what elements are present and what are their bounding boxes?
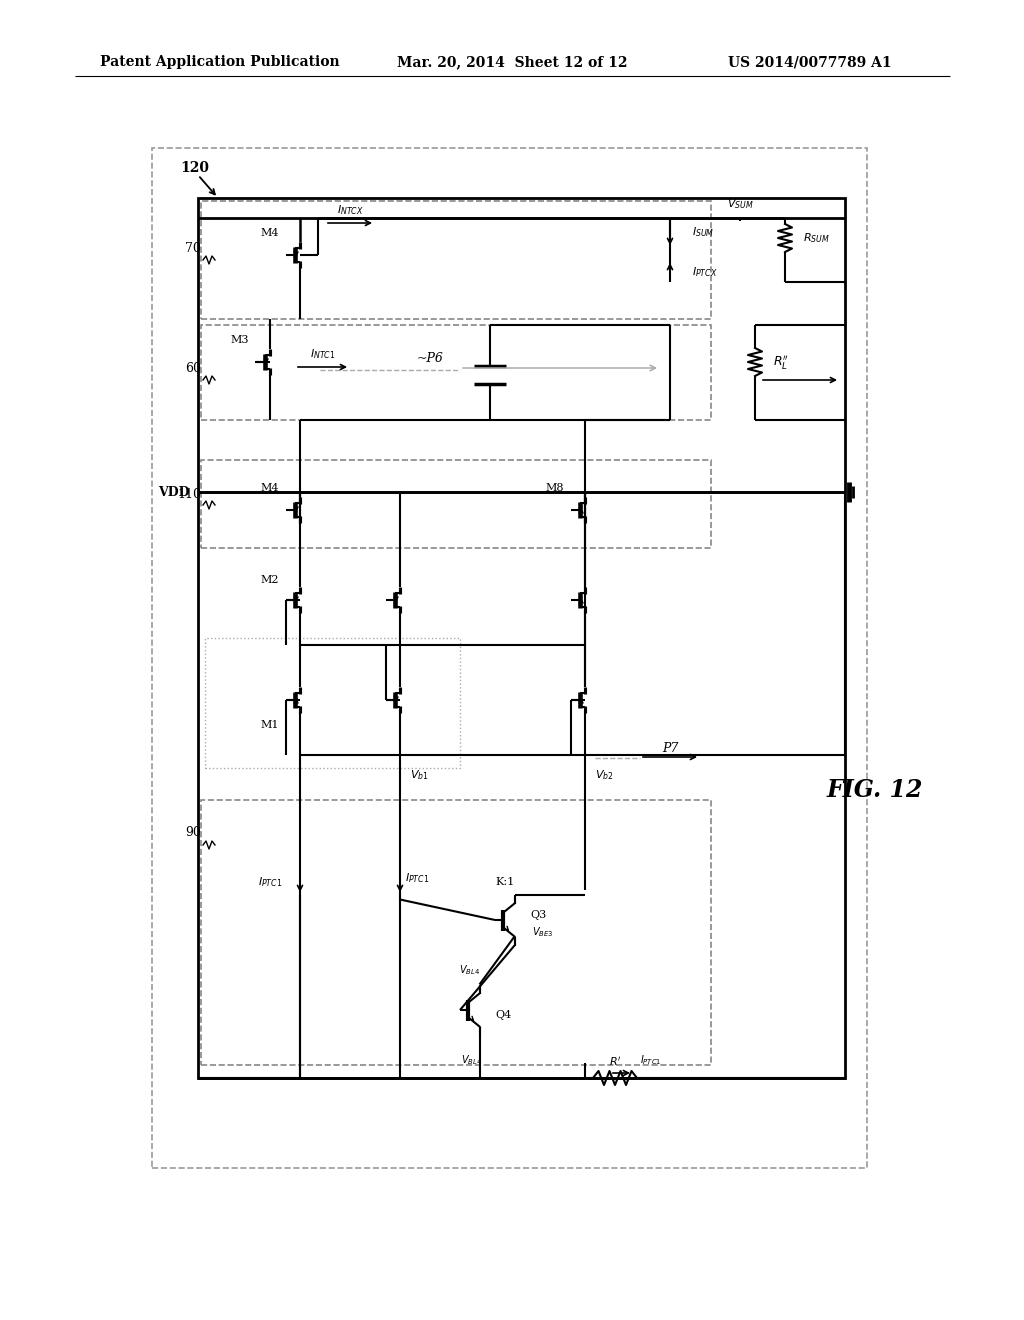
Text: Patent Application Publication: Patent Application Publication xyxy=(100,55,340,69)
Text: $I_{PTC1}$: $I_{PTC1}$ xyxy=(640,1053,662,1067)
Text: $V_{SUM}$: $V_{SUM}$ xyxy=(727,197,754,211)
Text: $V_{BL4}$: $V_{BL4}$ xyxy=(460,964,480,977)
Bar xyxy=(201,201,711,319)
Text: 90: 90 xyxy=(185,825,201,838)
Text: $I_{SUM}$: $I_{SUM}$ xyxy=(692,226,715,239)
Text: $V_{BL4}$: $V_{BL4}$ xyxy=(461,1053,482,1067)
Bar xyxy=(201,800,711,1065)
Text: P7: P7 xyxy=(662,742,678,755)
Text: VDD: VDD xyxy=(159,486,190,499)
Text: M8: M8 xyxy=(546,483,564,492)
Text: M4: M4 xyxy=(261,483,280,492)
Text: Mar. 20, 2014  Sheet 12 of 12: Mar. 20, 2014 Sheet 12 of 12 xyxy=(396,55,628,69)
Text: ~P6: ~P6 xyxy=(417,351,443,364)
Text: M3: M3 xyxy=(230,335,249,345)
Text: 120: 120 xyxy=(180,161,210,176)
Text: $I_{PTCX}$: $I_{PTCX}$ xyxy=(692,265,718,279)
Text: M1: M1 xyxy=(261,719,280,730)
Text: $I_{NTCX}$: $I_{NTCX}$ xyxy=(337,203,364,216)
Bar xyxy=(152,148,867,1168)
Text: Q3: Q3 xyxy=(530,909,546,920)
Text: $V_{BE3}$: $V_{BE3}$ xyxy=(532,925,553,939)
Text: $R_L''$: $R_L''$ xyxy=(773,352,790,371)
Text: FIG. 12: FIG. 12 xyxy=(826,777,924,803)
Text: 110: 110 xyxy=(177,488,201,502)
Text: $R_{SUM}$: $R_{SUM}$ xyxy=(803,231,829,246)
Text: $I_{PTC1}$: $I_{PTC1}$ xyxy=(406,871,429,884)
Text: K:1: K:1 xyxy=(496,876,515,887)
Text: $V_{b2}$: $V_{b2}$ xyxy=(595,768,613,781)
Text: US 2014/0077789 A1: US 2014/0077789 A1 xyxy=(728,55,892,69)
Text: $I_{NTC1}$: $I_{NTC1}$ xyxy=(310,347,336,360)
Text: Q4: Q4 xyxy=(495,1010,511,1020)
Text: $I_{PTC1}$: $I_{PTC1}$ xyxy=(258,875,282,888)
Bar xyxy=(205,638,460,768)
Bar xyxy=(201,325,711,420)
Text: 70: 70 xyxy=(185,242,201,255)
Text: $V_{b1}$: $V_{b1}$ xyxy=(410,768,429,781)
Text: 60: 60 xyxy=(185,362,201,375)
Bar xyxy=(201,459,711,548)
Text: M2: M2 xyxy=(261,576,280,585)
Text: $R'$: $R'$ xyxy=(608,1056,622,1068)
Text: M4: M4 xyxy=(261,228,280,238)
Bar xyxy=(198,198,845,1078)
